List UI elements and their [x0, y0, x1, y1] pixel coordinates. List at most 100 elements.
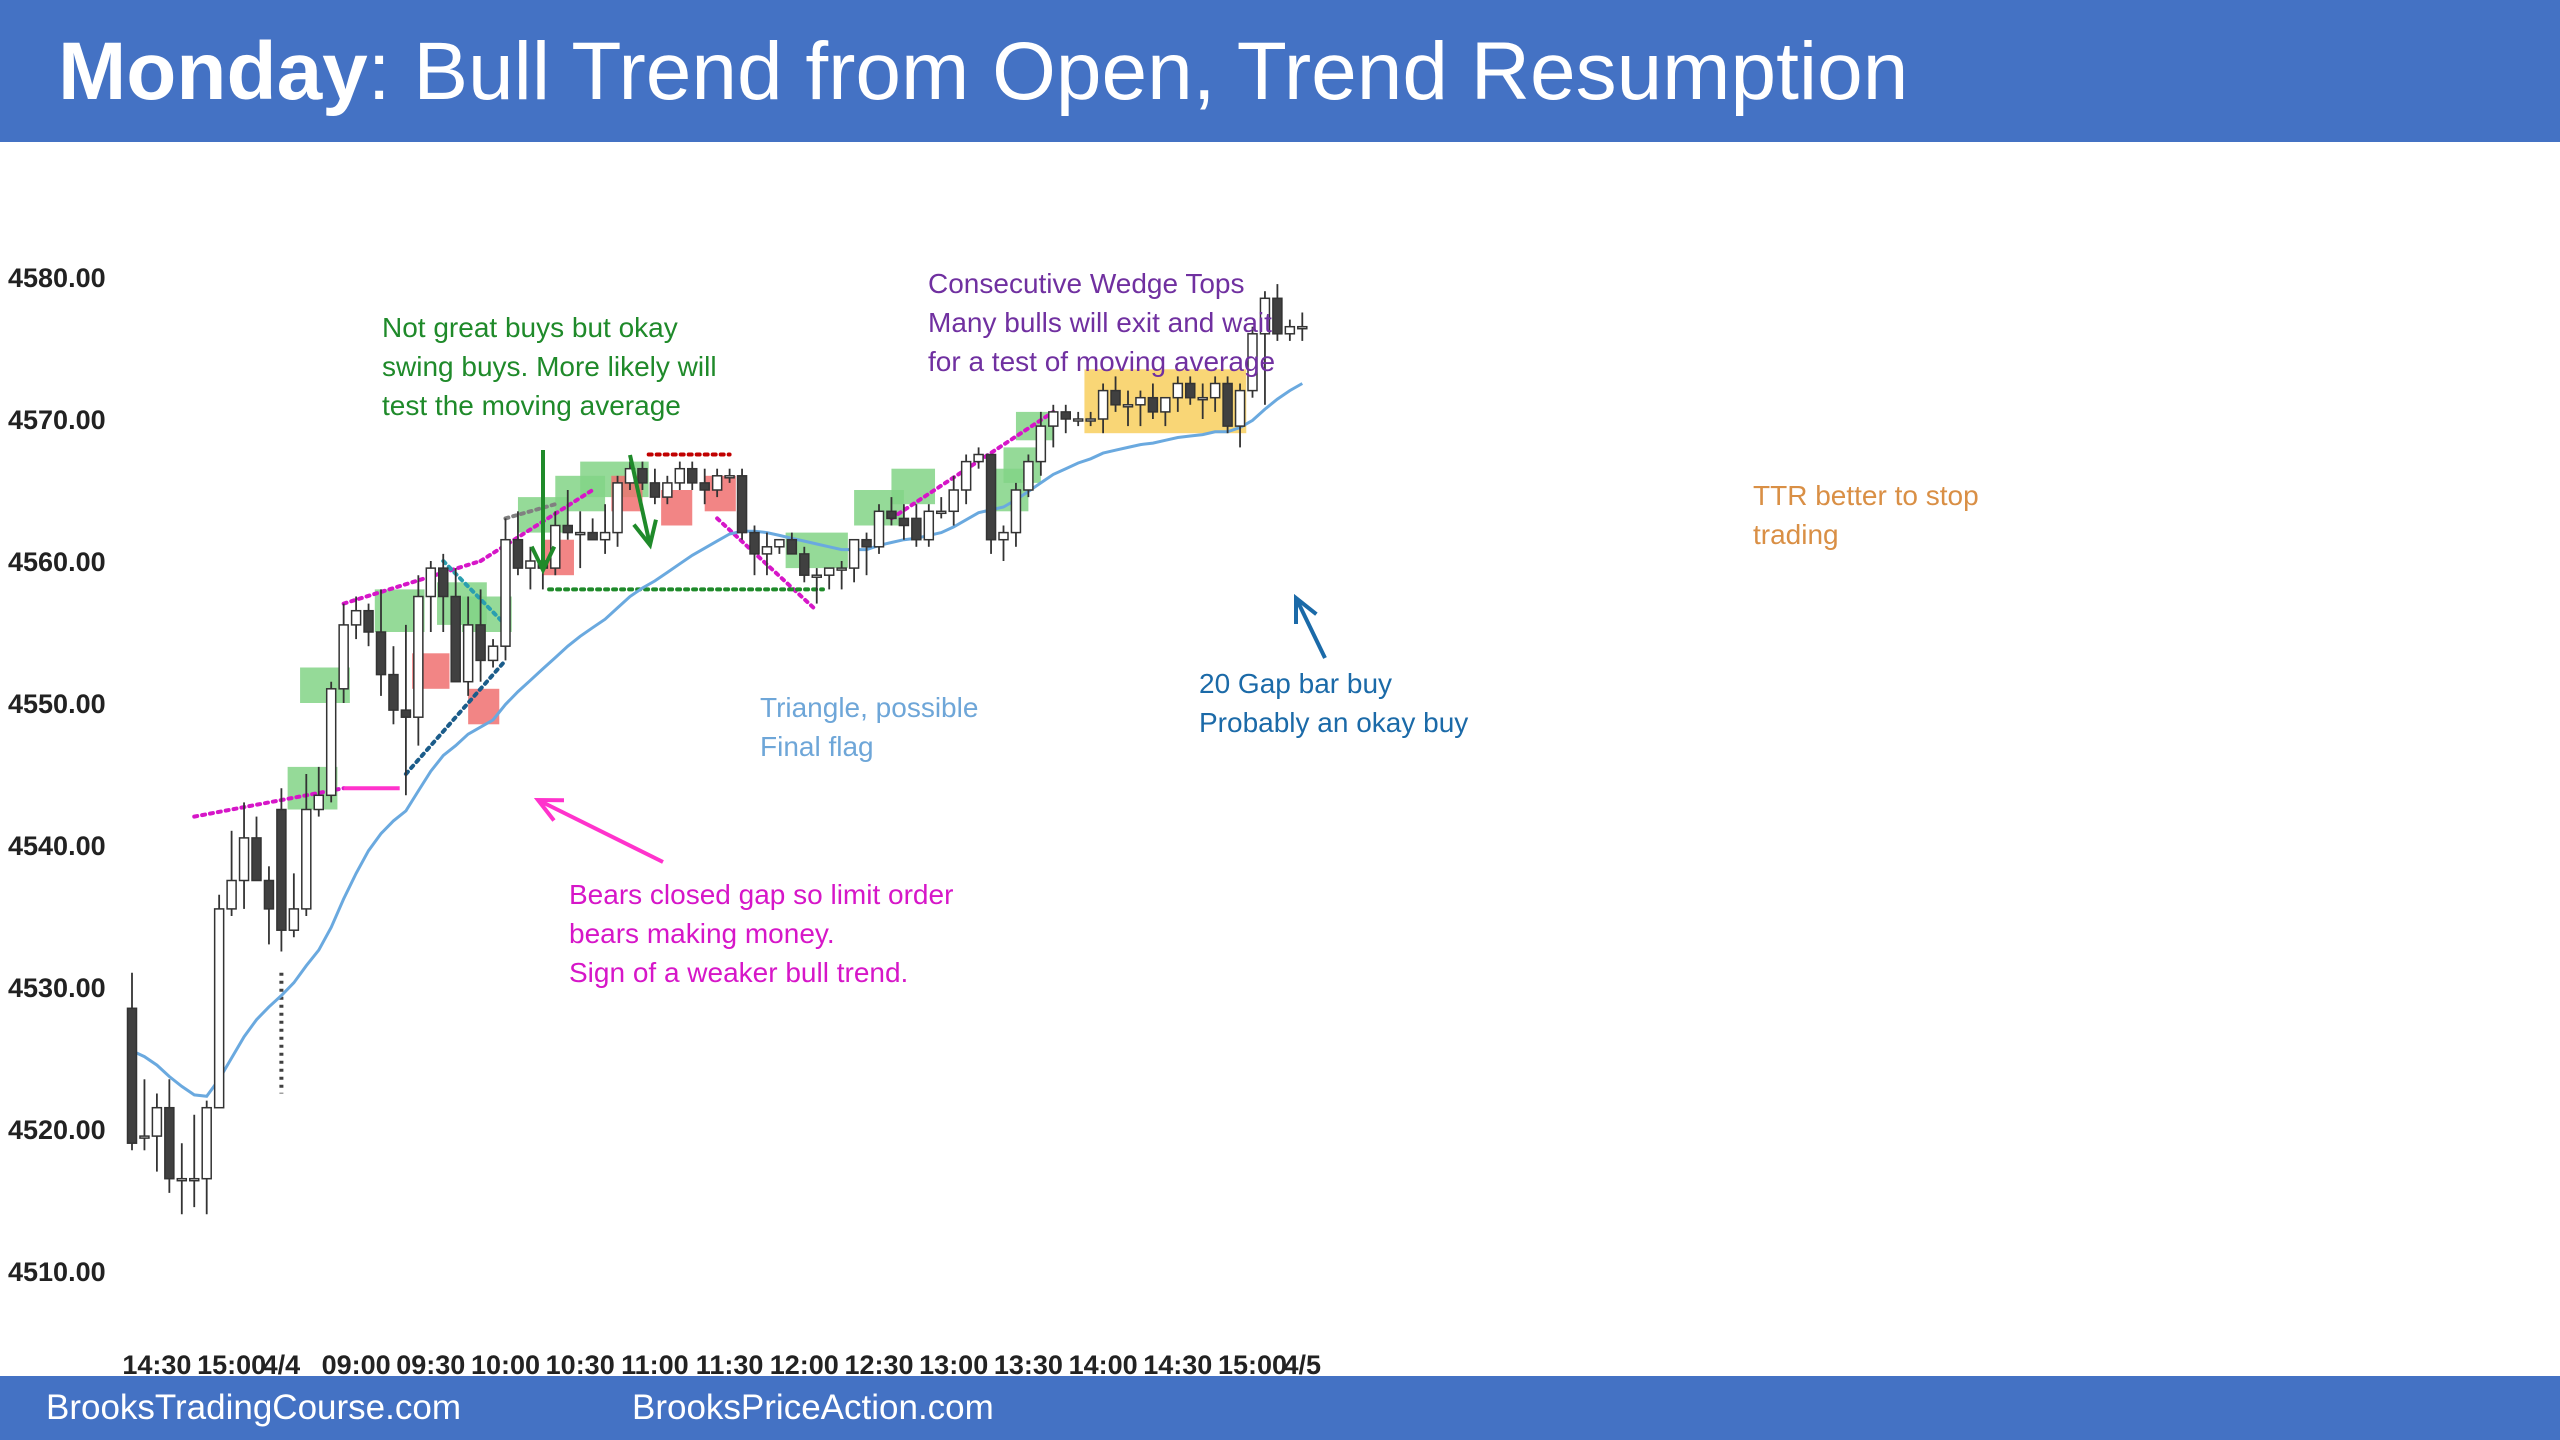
- candle-body: [1135, 396, 1146, 406]
- green-arrow-2-head: [632, 519, 658, 550]
- candle-body: [1122, 404, 1134, 408]
- candle-body: [301, 808, 312, 910]
- candle-body: [1272, 297, 1283, 335]
- candle-body: [724, 475, 735, 479]
- x-tick-label: 14:30: [1143, 1350, 1212, 1376]
- candle-body: [674, 467, 686, 484]
- x-tick-label: 14:00: [1069, 1350, 1138, 1376]
- trend-lines: [192, 409, 1056, 1094]
- candle: [848, 538, 860, 583]
- candle-body: [375, 631, 387, 676]
- candle: [313, 766, 324, 817]
- candle: [276, 788, 287, 952]
- candle: [500, 518, 511, 661]
- candle-body: [238, 837, 250, 882]
- y-tick-label: 4550.00: [8, 689, 106, 719]
- candle-body: [612, 482, 623, 534]
- candle-body: [1247, 333, 1258, 392]
- candle-body: [338, 624, 349, 690]
- candle: [774, 538, 785, 554]
- page-title: Monday: Bull Trend from Open, Trend Resu…: [58, 22, 1908, 122]
- candle: [612, 475, 623, 547]
- candle-body: [1259, 297, 1271, 335]
- candle: [811, 568, 822, 604]
- candle-body: [388, 673, 399, 711]
- candle-body: [574, 531, 586, 536]
- candle-body: [898, 517, 910, 527]
- candle: [189, 1114, 200, 1208]
- candle-body: [1010, 489, 1022, 534]
- header-bar: Monday: Bull Trend from Open, Trend Resu…: [0, 0, 2560, 142]
- candle: [886, 497, 897, 526]
- candle: [151, 1093, 163, 1172]
- candle: [1209, 376, 1221, 412]
- y-tick-label: 4580.00: [8, 263, 106, 293]
- candle: [1259, 291, 1271, 405]
- candle-body: [973, 453, 984, 463]
- candle-body: [923, 510, 935, 541]
- candle-body: [911, 517, 922, 541]
- candle-body: [1147, 396, 1159, 413]
- candle: [1172, 376, 1184, 412]
- candle-body: [749, 531, 760, 555]
- x-tick-label: 11:30: [696, 1350, 764, 1376]
- candle: [413, 575, 424, 746]
- candle: [512, 511, 524, 576]
- candle: [1072, 411, 1084, 427]
- footer-link-price-action[interactable]: BrooksPriceAction.com: [632, 1388, 994, 1427]
- candle: [1247, 326, 1258, 398]
- footer-link-trading-course[interactable]: BrooksTradingCourse.com: [46, 1388, 461, 1427]
- candle: [301, 774, 312, 916]
- blue-arrow-shaft: [1294, 597, 1327, 659]
- candle: [960, 454, 972, 505]
- y-tick-label: 4570.00: [8, 405, 106, 435]
- candle: [749, 525, 760, 576]
- candle: [176, 1143, 188, 1215]
- candle: [711, 468, 723, 498]
- footer-bar: BrooksTradingCourse.com BrooksPriceActio…: [0, 1376, 2560, 1440]
- candle-body: [736, 475, 748, 534]
- candle: [1222, 376, 1233, 434]
- y-tick-label: 4560.00: [8, 547, 106, 577]
- candle-body: [1072, 418, 1084, 422]
- candle: [1160, 396, 1171, 427]
- x-axis: 14:30 15:004/4 09:00 09:30 10:00 10:30 11:00 11…: [122, 1350, 1321, 1376]
- candle: [973, 447, 984, 469]
- candle: [1297, 312, 1308, 341]
- candle: [1122, 390, 1134, 427]
- candle-body: [313, 794, 324, 811]
- candle-body: [462, 624, 474, 683]
- candle: [699, 468, 710, 505]
- candle: [462, 596, 474, 696]
- candle: [1010, 482, 1022, 547]
- candle: [487, 639, 499, 668]
- bull-trend-line-3: [478, 488, 595, 563]
- candle: [649, 468, 661, 505]
- candle-body: [786, 538, 798, 555]
- magenta-annotation: Bears closed gap so limit order bears ma…: [569, 879, 954, 988]
- candle-body: [960, 460, 972, 491]
- candle-body: [1284, 325, 1296, 335]
- ema-line: [131, 382, 1304, 1098]
- candle: [139, 1079, 150, 1151]
- candle: [599, 504, 611, 554]
- candle-body: [599, 531, 611, 541]
- candle: [873, 504, 885, 554]
- candle-body: [251, 837, 262, 882]
- x-tick-label: 4/5: [1284, 1350, 1322, 1376]
- candle-body: [500, 538, 511, 647]
- candle: [425, 561, 437, 632]
- candle: [1284, 319, 1296, 341]
- green-arrow-2: [628, 454, 658, 550]
- candle: [936, 497, 947, 519]
- candle: [662, 475, 673, 505]
- y-tick-label: 4510.00: [8, 1257, 106, 1287]
- candle: [1197, 383, 1208, 419]
- candle: [823, 567, 835, 590]
- x-tick-label: 12:00: [770, 1350, 839, 1376]
- candle: [350, 596, 362, 640]
- candle: [861, 532, 872, 576]
- candle: [1234, 383, 1246, 448]
- green-arrow-2-shaft: [628, 454, 652, 546]
- buy-box-18: [1003, 447, 1041, 483]
